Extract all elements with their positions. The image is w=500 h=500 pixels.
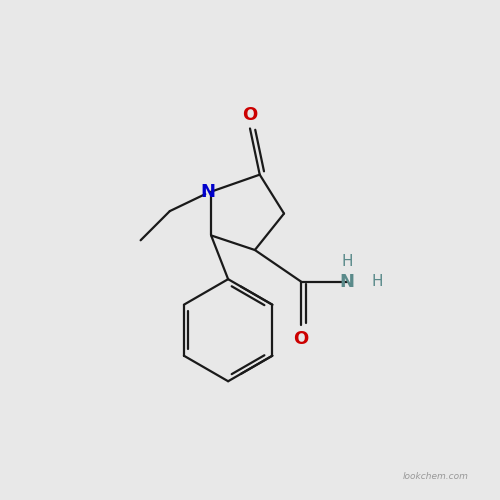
- Text: O: O: [242, 106, 258, 124]
- Text: O: O: [294, 330, 308, 348]
- Text: lookchem.com: lookchem.com: [403, 472, 469, 481]
- Text: N: N: [200, 182, 215, 200]
- Text: H: H: [372, 274, 383, 289]
- Text: H: H: [342, 254, 353, 268]
- Text: N: N: [340, 272, 354, 290]
